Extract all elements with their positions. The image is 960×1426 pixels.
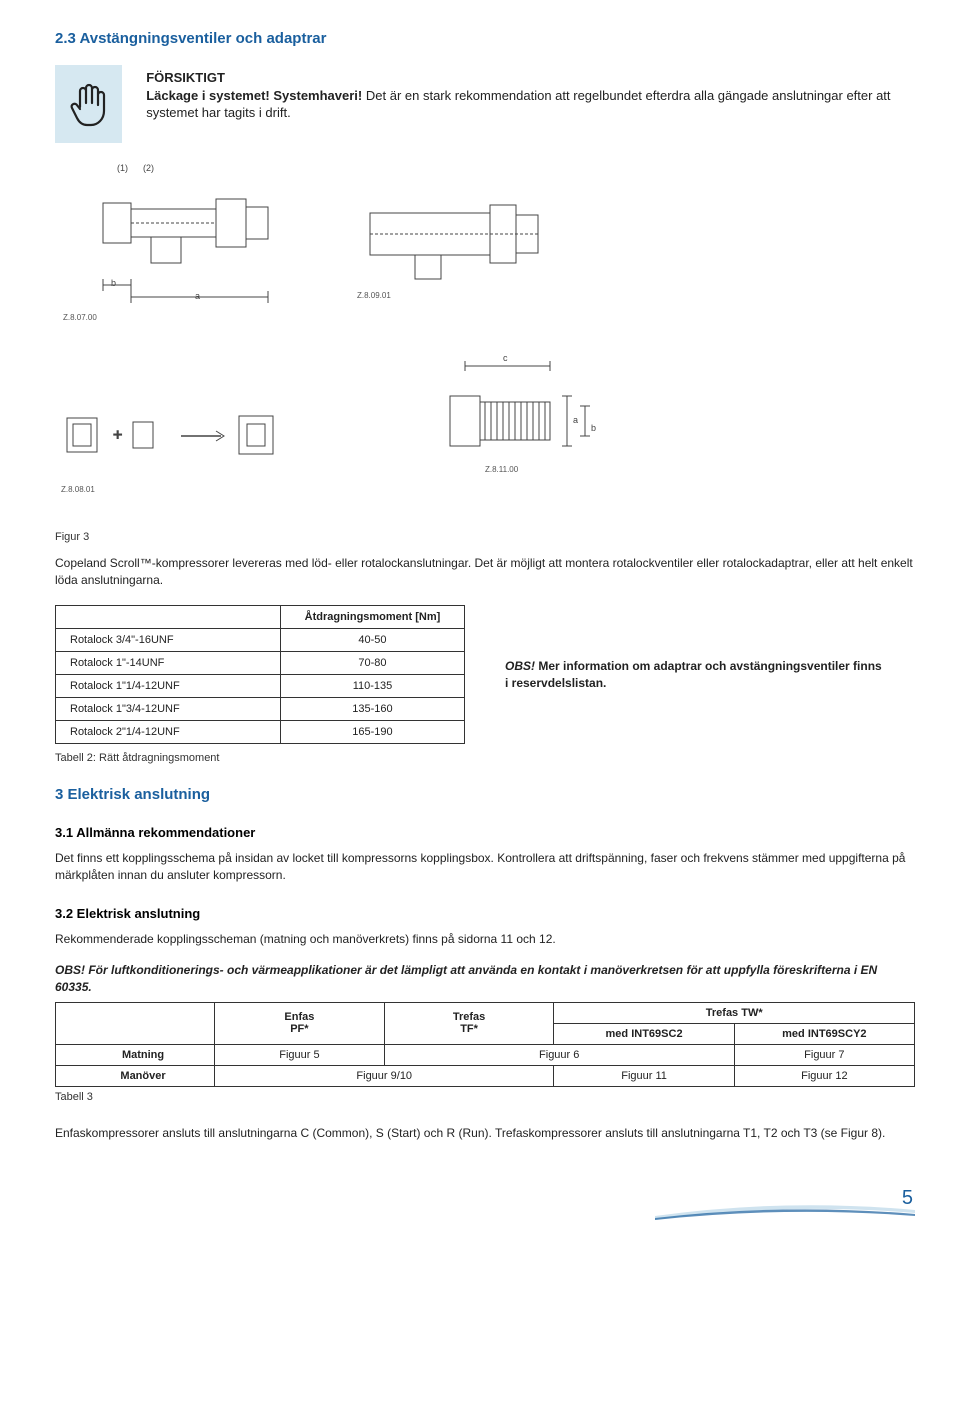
caution-hand-icon	[55, 65, 122, 143]
table-row: Rotalock 1"-14UNF70-80	[56, 652, 465, 675]
caution-title: FÖRSIKTIGT	[146, 69, 915, 87]
figure-3-caption: Figur 3	[55, 531, 915, 543]
fig-ref-4: Z.8.11.00	[485, 465, 518, 474]
tabell-2-caption: Tabell 2: Rätt åtdragningsmoment	[55, 752, 915, 764]
figure-valve-left	[73, 175, 303, 305]
fig-dim-b2: b	[591, 423, 596, 433]
fig-label-2: (2)	[143, 163, 154, 173]
footer-swoosh-icon	[655, 1200, 915, 1220]
para-3-1: Det finns ett kopplingsschema på insidan…	[55, 850, 915, 884]
para-rotalock: Copeland Scroll™-kompressorer levereras …	[55, 555, 915, 589]
heading-3-2: 3.2 Elektrisk anslutning	[55, 906, 915, 921]
fig-label-1: (1)	[117, 163, 128, 173]
table-row: Rotalock 3/4"-16UNF40-50	[56, 629, 465, 652]
obs-body: För luftkonditionerings- och värmeapplik…	[55, 963, 877, 994]
heading-3-1: 3.1 Allmänna rekommendationer	[55, 825, 915, 840]
caution-text: FÖRSIKTIGT Läckage i systemet! Systemhav…	[146, 65, 915, 122]
svg-text:+: +	[113, 427, 122, 444]
obs-em: OBS!	[55, 963, 85, 977]
fig-dim-b: b	[111, 278, 116, 288]
table-row: Rotalock 1"3/4-12UNF135-160	[56, 698, 465, 721]
table-row: Matning Figuur 5 Figuur 6 Figuur 7	[56, 1044, 915, 1065]
figure-assembly-left: +	[61, 388, 311, 488]
fig-ref-1: Z.8.07.00	[63, 313, 97, 322]
torque-header: Åtdragningsmoment [Nm]	[280, 606, 464, 629]
caution-block: FÖRSIKTIGT Läckage i systemet! Systemhav…	[55, 65, 915, 143]
heading-2-3: 2.3 Avstängningsventiler och adaptrar	[55, 30, 915, 47]
table-row: Manöver Figuur 9/10 Figuur 11 Figuur 12	[56, 1065, 915, 1086]
fig-ref-3: Z.8.08.01	[61, 485, 95, 494]
figures-area: (1) (2) b a Z.8.07.00	[55, 163, 915, 523]
torque-note-em: OBS!	[505, 659, 535, 673]
fig-dim-c: c	[503, 353, 508, 363]
table-row: Rotalock 1"1/4-12UNF110-135	[56, 675, 465, 698]
phase-table: Enfas PF* Trefas TF* Trefas TW* med INT6…	[55, 1002, 915, 1087]
tabell-3-caption: Tabell 3	[55, 1091, 915, 1103]
obs-block: OBS! För luftkonditionerings- och värmea…	[55, 962, 915, 996]
figure-valve-right	[360, 193, 570, 303]
torque-note-body: Mer information om adaptrar och avstängn…	[505, 659, 882, 690]
caution-lead: Läckage i systemet! Systemhaveri!	[146, 88, 362, 103]
fig-ref-2: Z.8.09.01	[357, 291, 391, 300]
page-number: 5	[902, 1187, 913, 1210]
torque-note: OBS! Mer information om adaptrar och avs…	[505, 658, 885, 692]
fig-dim-a2: a	[573, 415, 578, 425]
table-row: Rotalock 2"1/4-12UNF165-190	[56, 721, 465, 744]
para-phase: Enfaskompressorer ansluts till anslutnin…	[55, 1125, 915, 1142]
para-3-2: Rekommenderade kopplingsscheman (matning…	[55, 931, 915, 948]
torque-table: Åtdragningsmoment [Nm] Rotalock 3/4"-16U…	[55, 605, 465, 744]
page-footer: 5	[55, 1170, 915, 1220]
fig-dim-a: a	[195, 291, 200, 301]
heading-3: 3 Elektrisk anslutning	[55, 786, 915, 803]
torque-row: Åtdragningsmoment [Nm] Rotalock 3/4"-16U…	[55, 605, 915, 744]
